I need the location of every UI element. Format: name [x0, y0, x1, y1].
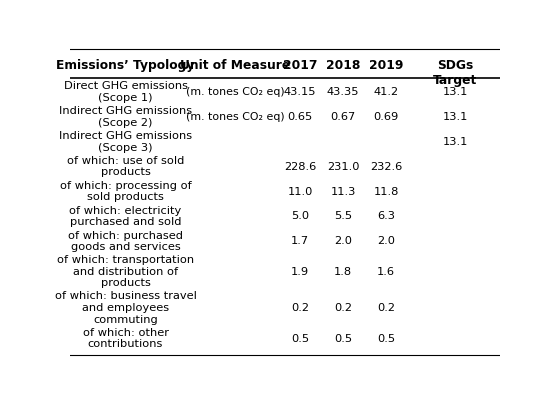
Text: 231.0: 231.0 [327, 161, 359, 171]
Text: 11.0: 11.0 [287, 186, 312, 196]
Text: 5.0: 5.0 [291, 211, 309, 221]
Text: 0.5: 0.5 [334, 333, 352, 343]
Text: (m. tones CO₂ eq): (m. tones CO₂ eq) [186, 111, 285, 122]
Text: 2019: 2019 [369, 59, 404, 72]
Text: of which: processing of
sold products: of which: processing of sold products [59, 180, 191, 202]
Text: of which: purchased
goods and services: of which: purchased goods and services [68, 230, 183, 251]
Text: 2.0: 2.0 [334, 236, 352, 246]
Text: 11.3: 11.3 [330, 186, 356, 196]
Text: 0.67: 0.67 [330, 111, 356, 122]
Text: 5.5: 5.5 [334, 211, 352, 221]
Text: SDGs
Target: SDGs Target [433, 59, 477, 87]
Text: of which: electricity
purchased and sold: of which: electricity purchased and sold [70, 205, 182, 227]
Text: of which: other
contributions: of which: other contributions [82, 327, 168, 348]
Text: 6.3: 6.3 [377, 211, 395, 221]
Text: 232.6: 232.6 [370, 161, 403, 171]
Text: 0.2: 0.2 [334, 302, 352, 312]
Text: 1.7: 1.7 [291, 236, 309, 246]
Text: of which: use of sold
products: of which: use of sold products [67, 156, 184, 177]
Text: 13.1: 13.1 [443, 111, 468, 122]
Text: Unit of Measure: Unit of Measure [180, 59, 291, 72]
Text: 11.8: 11.8 [374, 186, 399, 196]
Text: 0.69: 0.69 [374, 111, 399, 122]
Text: Emissions’ Typology: Emissions’ Typology [56, 59, 195, 72]
Text: 13.1: 13.1 [443, 136, 468, 146]
Text: 0.2: 0.2 [291, 302, 309, 312]
Text: 0.65: 0.65 [287, 111, 312, 122]
Text: 43.35: 43.35 [327, 87, 359, 97]
Text: 2018: 2018 [326, 59, 360, 72]
Text: Direct GHG emissions
(Scope 1): Direct GHG emissions (Scope 1) [63, 81, 187, 103]
Text: 1.6: 1.6 [377, 266, 395, 276]
Text: 13.1: 13.1 [443, 87, 468, 97]
Text: of which: transportation
and distribution of
products: of which: transportation and distributio… [57, 255, 194, 288]
Text: 41.2: 41.2 [374, 87, 399, 97]
Text: 0.5: 0.5 [377, 333, 395, 343]
Text: 228.6: 228.6 [284, 161, 316, 171]
Text: 0.5: 0.5 [291, 333, 309, 343]
Text: 0.2: 0.2 [377, 302, 395, 312]
Text: 1.8: 1.8 [334, 266, 352, 276]
Text: of which: business travel
and employees
commuting: of which: business travel and employees … [54, 291, 196, 324]
Text: 2.0: 2.0 [377, 236, 395, 246]
Text: Indirect GHG emissions
(Scope 3): Indirect GHG emissions (Scope 3) [59, 131, 192, 152]
Text: 2017: 2017 [283, 59, 317, 72]
Text: Indirect GHG emissions
(Scope 2): Indirect GHG emissions (Scope 2) [59, 106, 192, 128]
Text: 1.9: 1.9 [291, 266, 309, 276]
Text: 43.15: 43.15 [284, 87, 316, 97]
Text: (m. tones CO₂ eq): (m. tones CO₂ eq) [186, 87, 285, 97]
